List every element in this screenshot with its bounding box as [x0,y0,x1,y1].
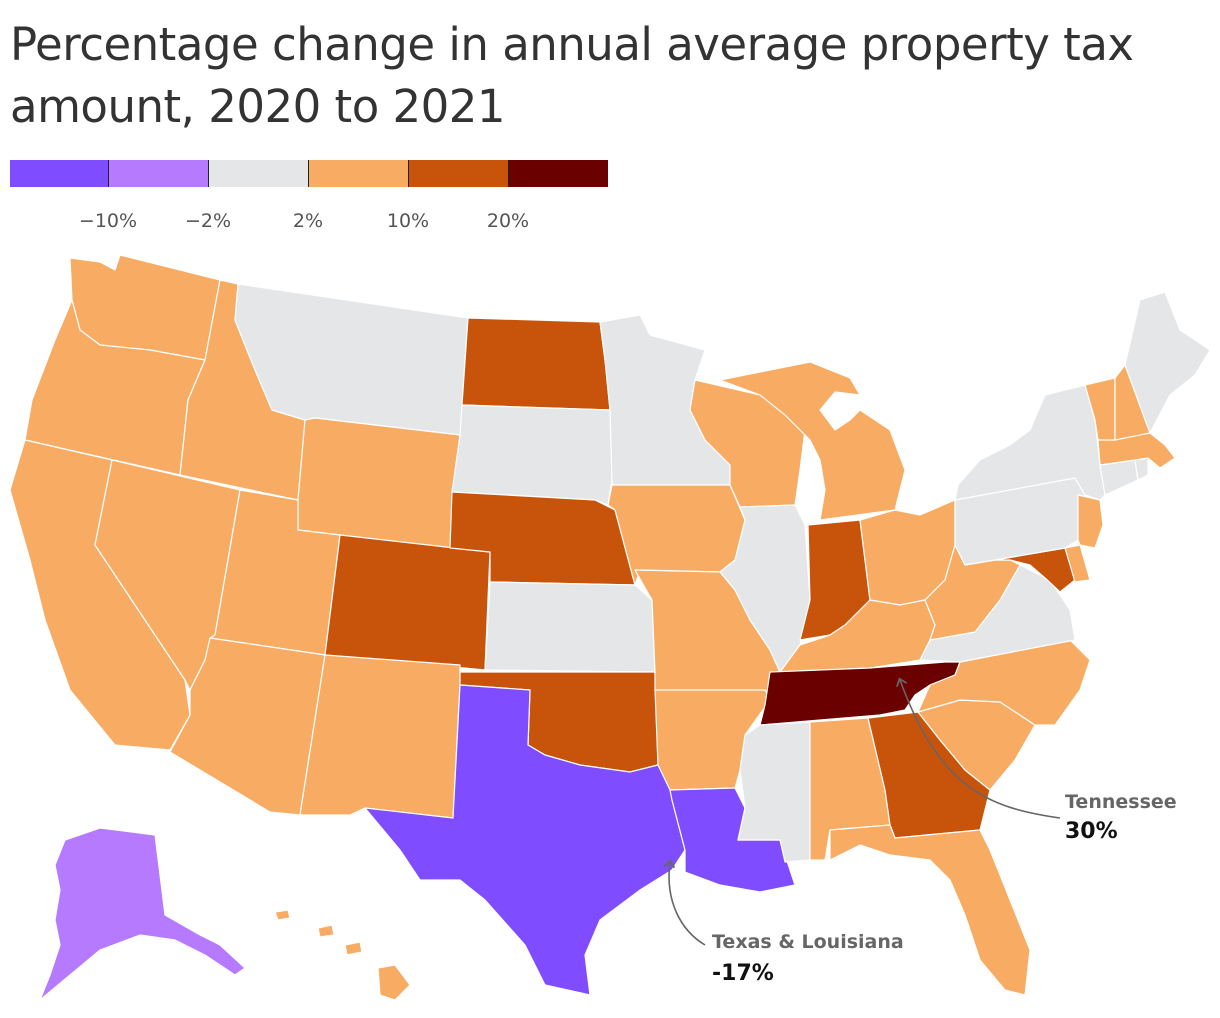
legend-tick [408,160,409,187]
texas-louisiana-callout-label: Texas & Louisiana [712,931,904,953]
chart-title: Percentage change in annual average prop… [10,18,1134,133]
legend-bin [209,160,309,187]
legend-tick-label: 2% [292,210,324,232]
state-new-mexico [299,654,461,819]
legend-tick-label: −2% [184,210,232,232]
legend-bin [409,160,509,187]
legend-tick-label: −10% [78,210,138,232]
state-new-york [954,384,1106,501]
legend-bin [109,160,209,187]
state-illinois [719,504,811,673]
tennessee-callout-arrow [896,677,1061,819]
texas-louisiana-callout-arrow [663,859,706,946]
state-tennessee [759,661,961,726]
state-hawaii [377,964,411,1001]
state-vermont [1084,377,1116,441]
state-connecticut [1099,459,1139,496]
color-legend: −10% −2% 2% 10% 20% [10,160,610,240]
state-rhode-island [1134,457,1149,481]
legend-tick [208,160,209,187]
state-massachusetts [1097,432,1176,469]
state-north-carolina [917,639,1091,726]
state-delaware [1064,544,1091,583]
state-louisiana [669,787,796,893]
state-hawaii-islands [274,909,363,956]
state-north-dakota [461,317,611,411]
texas-louisiana-callout-value: -17% [712,961,774,986]
legend-bin [309,160,409,187]
legend-tick [508,160,509,187]
state-michigan [719,361,906,521]
legend-tick [108,160,109,187]
state-south-dakota [451,404,613,506]
legend-tick [308,160,309,187]
state-new-jersey [1077,494,1104,549]
state-wyoming [297,417,461,549]
legend-tick-label: 10% [386,210,430,232]
legend-tick-label: 20% [486,210,530,232]
state-florida [829,824,1031,996]
legend-bin [509,160,608,187]
state-alaska [39,827,246,1001]
tennessee-callout-value: 30% [1065,819,1118,844]
tennessee-callout-label: Tennessee [1065,791,1177,813]
state-kansas [484,581,656,673]
state-colorado [324,534,491,671]
state-west-virginia [924,544,1021,641]
state-texas [364,684,686,996]
state-maine [1124,291,1211,434]
legend-bin [10,160,109,187]
